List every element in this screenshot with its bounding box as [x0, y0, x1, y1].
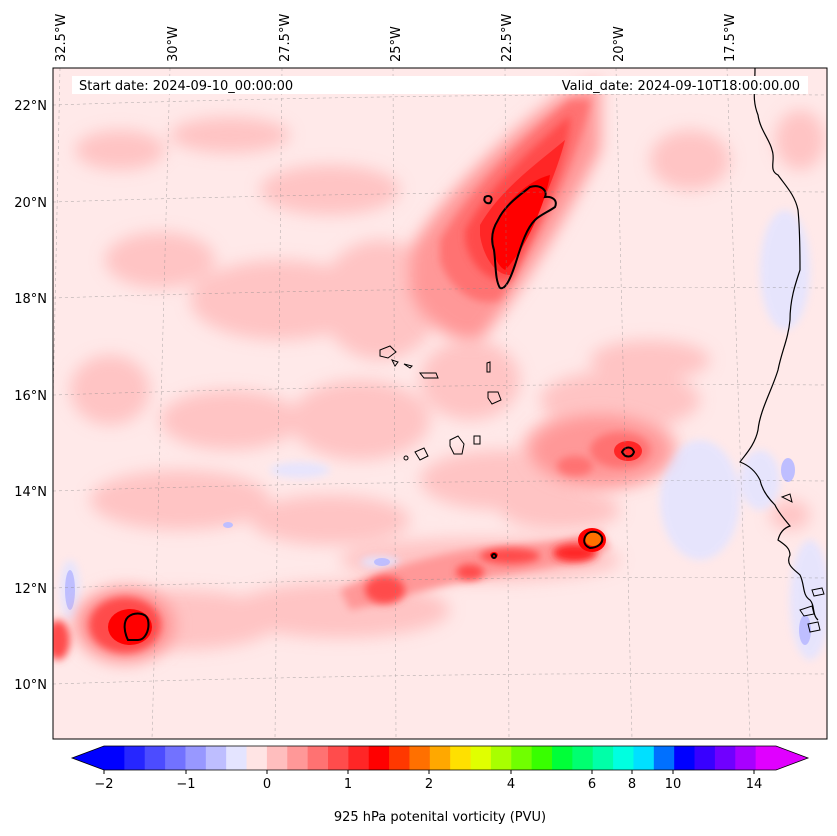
lat-label-22n: 22°N [14, 99, 47, 114]
cabo-verde-islands [379, 345, 502, 461]
colorbar: −2 −1 0 1 2 4 6 8 10 14 [70, 745, 810, 792]
colorbar-segment [714, 746, 736, 770]
pv-negative-spots [65, 458, 811, 645]
colorbar-segment [674, 746, 696, 770]
colorbar-tick-label: 10 [665, 777, 682, 792]
colorbar-segment [450, 746, 472, 770]
lon-label-25w: 25°W [389, 26, 404, 62]
colorbar-segment [287, 746, 309, 770]
lat-label-12n: 12°N [14, 582, 47, 597]
colorbar-segment [409, 746, 431, 770]
colorbar-segment [348, 746, 370, 770]
colorbar-segment [552, 746, 573, 770]
longitude-labels: 32.5°W 30°W 27.5°W 25°W 22.5°W 20°W 17.5… [54, 14, 738, 62]
colorbar-segment [165, 746, 186, 770]
valid-date: Valid_date: 2024-09-10T18:00:00.00 [562, 79, 800, 94]
colorbar-segment [389, 746, 410, 770]
colorbar-tick-label: 4 [507, 777, 515, 792]
lon-label-22-5w: 22.5°W [500, 14, 515, 62]
colorbar-segment [633, 746, 655, 770]
lat-label-14n: 14°N [14, 485, 47, 500]
lat-label-10n: 10°N [14, 678, 47, 693]
header-strip [72, 76, 808, 94]
colorbar-segment [653, 746, 675, 770]
colorbar-segment [124, 746, 146, 770]
start-date: Start date: 2024-09-10_00:00:00 [79, 79, 293, 94]
african-coastline [739, 68, 819, 621]
gridlines [53, 68, 827, 739]
colorbar-tick-label: −1 [176, 777, 195, 792]
lon-label-32-5w: 32.5°W [54, 14, 69, 62]
colorbar-segment [205, 746, 227, 770]
colorbar-segment [572, 746, 594, 770]
colorbar-tick-label: 1 [344, 777, 352, 792]
colorbar-extend-low [72, 746, 104, 770]
colorbar-segment [266, 746, 288, 770]
map-frame [52, 67, 828, 740]
colorbar-segment [144, 746, 166, 770]
colorbar-segment [694, 746, 716, 770]
lon-label-30w: 30°W [166, 26, 181, 62]
colorbar-tick-label: 2 [425, 777, 433, 792]
colorbar-segment [328, 746, 349, 770]
colorbar-segment [368, 746, 390, 770]
colorbar-tick-label: 14 [746, 777, 763, 792]
lat-label-16n: 16°N [14, 389, 47, 404]
colorbar-tick-label: 8 [628, 777, 636, 792]
lon-label-20w: 20°W [612, 26, 627, 62]
colorbar-segment [226, 746, 248, 770]
colorbar-segment [246, 746, 268, 770]
colorbar-segment [755, 746, 777, 770]
colorbar-segment [531, 746, 553, 770]
colorbar-tick-label: −2 [94, 777, 113, 792]
pv-band-south [340, 528, 610, 610]
latitude-labels: 22°N 20°N 18°N 16°N 14°N 12°N 10°N [14, 99, 47, 693]
colorbar-label: 925 hPa potenital vorticity (PVU) [334, 810, 546, 825]
colorbar-tick-label: 6 [588, 777, 596, 792]
lon-label-17-5w: 17.5°W [723, 14, 738, 62]
lon-label-27-5w: 27.5°W [278, 14, 293, 62]
colorbar-tick-label: 0 [263, 777, 271, 792]
colorbar-segment [511, 746, 533, 770]
lat-label-18n: 18°N [14, 292, 47, 307]
colorbar-segment [470, 746, 492, 770]
colorbar-segment [429, 746, 451, 770]
pv-center-east [530, 415, 670, 485]
colorbar-segment [490, 746, 512, 770]
coastal-islands [780, 493, 825, 633]
colorbar-segment [735, 746, 757, 770]
colorbar-segment [185, 746, 207, 770]
colorbar-segment [592, 746, 614, 770]
colorbar-segment [307, 746, 329, 770]
map-panel [53, 68, 827, 739]
colorbar-extend-high [776, 746, 808, 770]
colorbar-segment [104, 746, 125, 770]
colorbar-segment [613, 746, 634, 770]
lat-label-20n: 20°N [14, 196, 47, 211]
pv-contours [123, 185, 636, 641]
